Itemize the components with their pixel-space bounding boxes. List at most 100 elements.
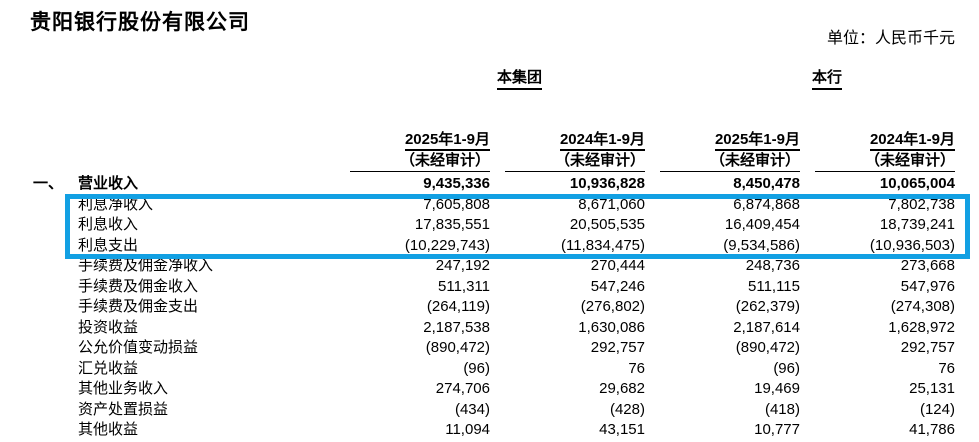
period-label: 2025年1-9月 xyxy=(404,130,490,151)
value-cell-bank-2024: (274,308) xyxy=(890,298,955,315)
column-header-group-2024: 2024年1-9月 （未经审计） xyxy=(490,130,645,172)
row-label: 投资收益 xyxy=(78,318,139,336)
period-label: 2024年1-9月 xyxy=(559,130,645,151)
row-label: 利息支出 xyxy=(78,236,139,254)
value-cell-bank-2024: 7,802,738 xyxy=(888,195,955,213)
value-cell-bank-2025: 248,736 xyxy=(745,257,800,274)
table-row: 其他收益 11,094 43,151 10,777 41,786 xyxy=(0,420,979,442)
value-cell-group-2025: (10,229,743) xyxy=(404,236,490,254)
value-cell-group-2024: 292,757 xyxy=(590,339,645,356)
value-cell-group-2025: (264,119) xyxy=(426,298,490,315)
value-cell-bank-2025: (9,534,586) xyxy=(723,236,800,254)
row-prefix xyxy=(33,338,78,359)
value-cell-bank-2024: 10,065,004 xyxy=(879,175,955,192)
row-label: 其他收益 xyxy=(78,421,139,438)
table-row: 一、 营业收入 9,435,336 10,936,828 8,450,478 1… xyxy=(0,174,979,195)
table-row: 其他业务收入 274,706 29,682 19,469 25,131 xyxy=(0,379,979,400)
row-prefix xyxy=(33,420,78,441)
value-cell-bank-2024: (10,936,503) xyxy=(869,236,955,254)
period-label: 2024年1-9月 xyxy=(869,130,955,151)
table-row: 资产处置损益 (434) (428) (418) (124) xyxy=(0,400,979,421)
row-prefix xyxy=(33,400,78,421)
value-cell-group-2025: 247,192 xyxy=(435,257,490,274)
value-cell-group-2025: 17,835,551 xyxy=(414,216,490,233)
value-cell-bank-2024: 292,757 xyxy=(900,339,955,356)
row-label: 其他业务收入 xyxy=(78,380,169,397)
value-cell-bank-2025: (890,472) xyxy=(735,339,800,356)
table-row: 利息支出 (10,229,743) (11,834,475) (9,534,58… xyxy=(0,236,979,257)
group-header-consolidated: 本集团 xyxy=(497,66,543,90)
table-row: 投资收益 2,187,538 1,630,086 2,187,614 1,628… xyxy=(0,318,979,339)
column-header-group-2025: 2025年1-9月 （未经审计） xyxy=(335,130,490,172)
value-cell-group-2024: (276,802) xyxy=(580,298,645,315)
value-cell-group-2024: 270,444 xyxy=(590,257,645,274)
unit-label: 单位：人民币千元 xyxy=(826,30,955,47)
row-prefix: 一、 xyxy=(33,175,64,192)
value-cell-group-2024: 20,505,535 xyxy=(569,216,645,233)
value-cell-bank-2025: 2,187,614 xyxy=(733,318,800,336)
value-cell-bank-2024: 76 xyxy=(938,359,955,377)
audit-note: （未经审计） xyxy=(399,152,490,169)
table-row: 手续费及佣金收入 511,311 547,246 511,115 547,976 xyxy=(0,277,979,298)
value-cell-bank-2025: 6,874,868 xyxy=(733,195,800,213)
audit-note: （未经审计） xyxy=(709,152,800,169)
value-cell-group-2025: 9,435,336 xyxy=(423,175,490,192)
period-label: 2025年1-9月 xyxy=(714,130,800,151)
company-title: 贵阳银行股份有限公司 xyxy=(30,11,250,34)
row-prefix xyxy=(33,236,78,257)
group-header-bank: 本行 xyxy=(812,66,843,90)
value-cell-group-2025: (96) xyxy=(463,359,490,377)
value-cell-group-2024: 76 xyxy=(628,359,645,377)
value-cell-group-2024: 29,682 xyxy=(599,380,645,397)
value-cell-bank-2024: (124) xyxy=(919,400,955,418)
row-prefix xyxy=(33,195,78,216)
value-cell-bank-2025: 8,450,478 xyxy=(733,175,800,192)
value-cell-group-2024: 1,630,086 xyxy=(578,318,645,336)
value-cell-group-2025: 11,094 xyxy=(335,420,490,442)
value-cell-bank-2024: 547,976 xyxy=(900,277,955,295)
value-cell-group-2024: (11,834,475) xyxy=(561,236,645,254)
value-cell-bank-2025: 19,469 xyxy=(754,380,800,397)
row-label: 手续费及佣金净收入 xyxy=(78,257,214,274)
value-cell-group-2024: (428) xyxy=(609,400,645,418)
value-cell-group-2024: 43,151 xyxy=(490,420,645,442)
table-row: 利息收入 17,835,551 20,505,535 16,409,454 18… xyxy=(0,215,979,236)
audit-note: （未经审计） xyxy=(554,152,645,169)
value-cell-bank-2025: (96) xyxy=(773,359,800,377)
table-body: 一、 营业收入 9,435,336 10,936,828 8,450,478 1… xyxy=(0,174,979,442)
value-cell-bank-2025: 511,115 xyxy=(748,277,800,295)
audit-note: （未经审计） xyxy=(864,152,955,169)
value-cell-bank-2024: 18,739,241 xyxy=(879,216,955,233)
column-header-bank-2024: 2024年1-9月 （未经审计） xyxy=(800,130,955,172)
row-label: 手续费及佣金收入 xyxy=(78,277,199,295)
value-cell-group-2025: 2,187,538 xyxy=(423,318,490,336)
value-cell-group-2025: 7,605,808 xyxy=(423,195,490,213)
value-cell-bank-2025: 16,409,454 xyxy=(724,216,800,233)
row-prefix xyxy=(33,277,78,298)
value-cell-group-2025: 274,706 xyxy=(435,380,490,397)
value-cell-bank-2024: 41,786 xyxy=(800,420,955,442)
value-cell-bank-2024: 25,131 xyxy=(909,380,955,397)
value-cell-bank-2025: (262,379) xyxy=(735,298,800,315)
value-cell-group-2024: 10,936,828 xyxy=(569,175,645,192)
column-header-row: 2025年1-9月 （未经审计） 2024年1-9月 （未经审计） 2025年1… xyxy=(0,130,979,172)
value-cell-group-2025: 511,311 xyxy=(438,277,490,295)
value-cell-bank-2025: 10,777 xyxy=(645,420,800,442)
value-cell-bank-2024: 1,628,972 xyxy=(888,318,955,336)
table-row: 公允价值变动损益 (890,472) 292,757 (890,472) 292… xyxy=(0,338,979,359)
value-cell-group-2024: 8,671,060 xyxy=(578,195,645,213)
value-cell-group-2025: (434) xyxy=(454,400,490,418)
row-prefix xyxy=(33,297,78,318)
row-label: 公允价值变动损益 xyxy=(78,339,199,356)
value-cell-group-2024: 547,246 xyxy=(590,277,645,295)
value-cell-bank-2024: 273,668 xyxy=(900,257,955,274)
column-header-bank-2025: 2025年1-9月 （未经审计） xyxy=(645,130,800,172)
row-prefix xyxy=(33,318,78,339)
value-cell-group-2025: (890,472) xyxy=(425,339,490,356)
row-prefix xyxy=(33,256,78,277)
table-row: 手续费及佣金净收入 247,192 270,444 248,736 273,66… xyxy=(0,256,979,277)
table-row: 汇兑收益 (96) 76 (96) 76 xyxy=(0,359,979,380)
value-cell-bank-2025: (418) xyxy=(764,400,800,418)
row-label: 资产处置损益 xyxy=(78,400,169,418)
